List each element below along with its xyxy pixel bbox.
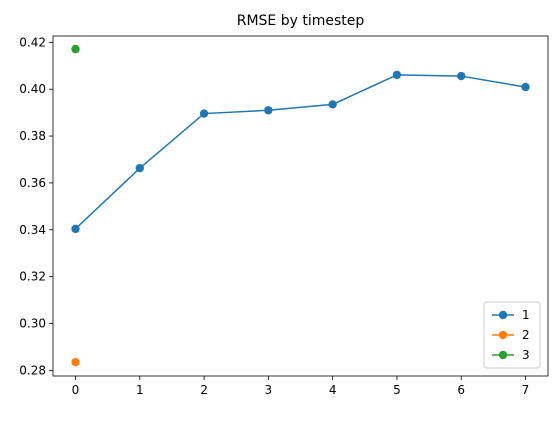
y-tick-label: 0.38: [19, 129, 46, 143]
legend-marker: [498, 350, 508, 360]
data-point: [135, 163, 144, 173]
data-point: [71, 224, 80, 234]
series-layer: [71, 44, 530, 367]
data-point: [328, 100, 337, 109]
data-point: [457, 71, 466, 81]
x-tick-label: 3: [265, 383, 273, 397]
x-tick-label: 7: [522, 383, 530, 397]
legend-label: 1: [522, 308, 530, 322]
y-tick-label: 0.34: [19, 223, 46, 237]
data-point: [71, 44, 80, 54]
x-tick-label: 1: [136, 383, 144, 397]
series-line: [74, 74, 526, 230]
x-tick-label: 4: [329, 383, 337, 397]
y-tick-label: 0.32: [19, 270, 46, 284]
x-tick-label: 6: [457, 383, 465, 397]
x-tick-label: 0: [72, 383, 80, 397]
y-tick-label: 0.42: [19, 35, 46, 49]
legend-marker: [498, 310, 508, 320]
series-1: [71, 70, 530, 234]
y-tick-label: 0.28: [19, 363, 46, 377]
data-point: [521, 82, 530, 92]
legend-label: 3: [522, 348, 530, 362]
x-axis-ticks: 0 1 2 3 4 5 6 7: [72, 376, 530, 397]
data-point: [264, 106, 273, 115]
y-tick-label: 0.30: [19, 317, 46, 331]
legend: 1 2 3: [483, 301, 541, 369]
data-point: [71, 357, 80, 367]
y-tick-label: 0.36: [19, 176, 46, 190]
data-point: [199, 109, 209, 118]
x-tick-label: 2: [200, 383, 208, 397]
legend-marker: [498, 330, 508, 340]
chart-title: RMSE by timestep: [237, 13, 365, 29]
data-point: [392, 70, 402, 80]
y-axis-ticks: 0.28 0.30 0.32 0.34 0.36 0.38 0.40 0.42: [19, 35, 53, 377]
series-3: [71, 44, 80, 54]
series-2: [71, 357, 80, 367]
y-tick-label: 0.40: [19, 82, 46, 96]
legend-label: 2: [522, 328, 530, 342]
plot-frame: [52, 35, 549, 377]
x-tick-label: 5: [393, 383, 401, 397]
